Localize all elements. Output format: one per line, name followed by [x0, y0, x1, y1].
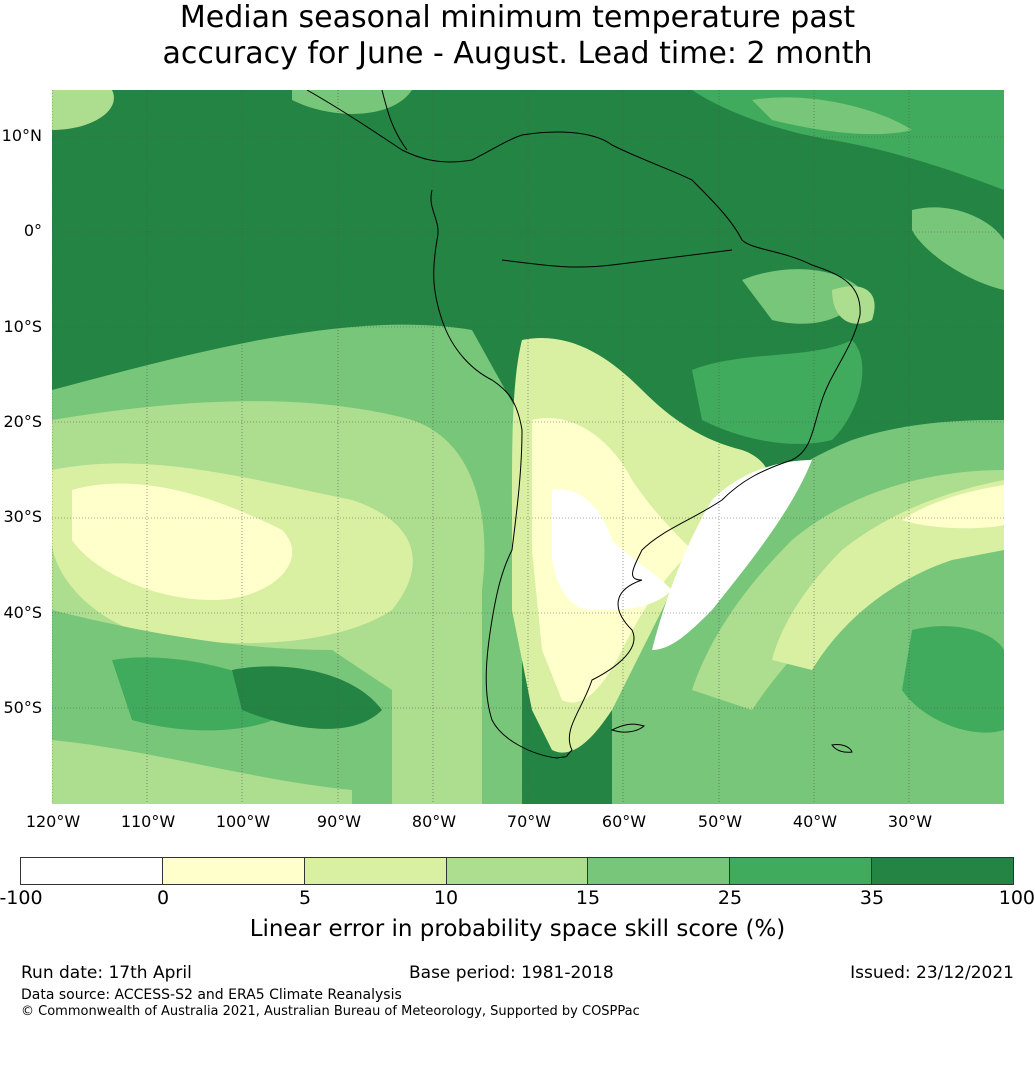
skill-score-map	[52, 90, 1004, 804]
colorbar-segment-25-35	[729, 857, 873, 885]
zone-0-5-atlantic	[902, 485, 1004, 529]
zone-15-25-north	[292, 90, 412, 114]
lon-label-40w: 40°W	[792, 812, 838, 831]
colorbar-segment-15-25	[587, 857, 731, 885]
colorbar-segment-10-15	[445, 857, 589, 885]
colorbar-tick-5: 5	[298, 887, 312, 909]
lat-label-30s: 30°S	[3, 507, 42, 526]
falkland-islands	[610, 723, 645, 733]
lon-label-60w: 60°W	[601, 812, 647, 831]
zone-15-25-equatorial	[912, 207, 1004, 290]
amazon-river	[501, 249, 733, 268]
graticule	[52, 90, 1004, 804]
zone-25-35-atlantic	[902, 626, 1004, 733]
lat-label-0: 0°	[23, 221, 42, 240]
lon-label-80w: 80°W	[411, 812, 457, 831]
title-line-2: accuracy for June - August. Lead time: 2…	[162, 36, 873, 71]
lon-label-30w: 30°W	[887, 812, 933, 831]
zone-10-15-northeast-brazil	[832, 286, 875, 324]
run-date: Run date: 17th April	[21, 963, 192, 983]
colorbar-segment-35-100	[871, 857, 1015, 885]
colorbar-tick-10: 10	[433, 887, 459, 909]
lon-label-70w: 70°W	[506, 812, 552, 831]
colorbar-segment-neg	[20, 857, 163, 885]
zone-25-35-brazil	[692, 340, 863, 444]
central-america-coast	[381, 90, 408, 151]
lon-label-110w: 110°W	[120, 812, 176, 831]
base-period: Base period: 1981-2018	[409, 963, 614, 983]
issued-date: Issued: 23/12/2021	[850, 963, 1014, 983]
title-line-1: Median seasonal minimum temperature past	[179, 0, 856, 35]
chart-title: Median seasonal minimum temperature past…	[0, 0, 1035, 72]
lat-label-40s: 40°S	[3, 603, 42, 622]
zone-10-15-nw	[52, 90, 114, 130]
lat-label-50s: 50°S	[3, 698, 42, 717]
coastline	[306, 90, 861, 759]
colorbar-tick-100: 100	[998, 887, 1035, 909]
lat-label-20s: 20°S	[3, 412, 42, 431]
colorbar	[20, 857, 1015, 885]
map-canvas	[52, 90, 1004, 804]
zone-15-25-northeast-brazil	[742, 269, 862, 324]
zone-0-5-southwest	[72, 483, 293, 600]
data-source: Data source: ACCESS-S2 and ERA5 Climate …	[21, 987, 402, 1003]
colorbar-segment-0-5	[161, 857, 305, 885]
colorbar-tick-15: 15	[575, 887, 601, 909]
zone-35-100-south	[232, 666, 382, 729]
copyright: © Commonwealth of Australia 2021, Austra…	[21, 1004, 640, 1019]
zone-neg-atlantic-coast	[652, 460, 812, 650]
colorbar-label: Linear error in probability space skill …	[249, 916, 786, 942]
lon-label-120w: 120°W	[25, 812, 81, 831]
lat-label-10n: 10°N	[1, 126, 42, 145]
colorbar-tick-25: 25	[717, 887, 743, 909]
zone-10-15-southedge	[52, 740, 352, 804]
south-america-coast	[306, 90, 861, 759]
lon-label-90w: 90°W	[316, 812, 362, 831]
lon-label-50w: 50°W	[697, 812, 743, 831]
lat-label-10s: 10°S	[3, 317, 42, 336]
colorbar-tick-neg100: -100	[0, 887, 43, 909]
colorbar-tick-35: 35	[859, 887, 885, 909]
colorbar-segment-5-10	[303, 857, 447, 885]
south-georgia	[831, 744, 853, 753]
zone-15-25-caribbean	[752, 97, 912, 135]
colorbar-tick-0: 0	[156, 887, 170, 909]
lon-label-100w: 100°W	[215, 812, 271, 831]
